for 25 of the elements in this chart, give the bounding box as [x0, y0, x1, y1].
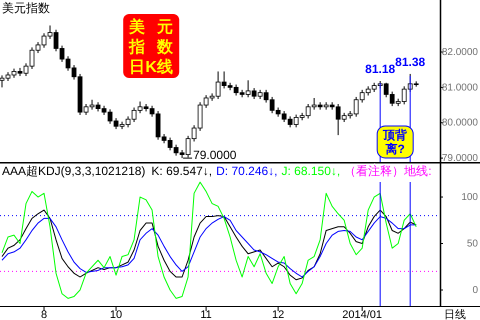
line-series [2, 182, 417, 299]
y-tick-label: 0 [472, 285, 478, 296]
y-tick-label: 81.0000 [442, 82, 478, 94]
annotation: 81.18 [365, 62, 396, 76]
x-tick-label: 8 [40, 309, 48, 320]
chart-title: 美元指数 [2, 1, 50, 15]
annotation: 79.0000 [193, 148, 237, 162]
x-tick-label: 2014/01 [342, 309, 382, 320]
text: K: 69.547↓, [151, 164, 212, 178]
x-tick-label: 10 [110, 309, 122, 320]
y-tick-label: 82.0000 [442, 46, 478, 58]
chart-title: AAA超KDJ(9,3,3,1021218) [2, 164, 146, 178]
y-tick-label: 79.0000 [442, 153, 478, 164]
x-axis-title: 日线 [444, 308, 466, 320]
x-tick-label: 12 [272, 309, 284, 320]
y-tick-label: 100 [461, 192, 478, 204]
y-tick-label: 50 [466, 238, 478, 250]
y-tick-label: 80.0000 [442, 118, 478, 129]
text: D: 70.246↓, [216, 164, 278, 178]
x-tick-label: 11 [200, 309, 212, 320]
series-label: J: 68.150↓, [282, 164, 340, 178]
ref-line-label: （看注释）地线: [344, 164, 432, 178]
annotation: 顶背离? [382, 128, 408, 156]
annotation: 81.38 [395, 54, 426, 69]
annotation: 美元指数日K线 [128, 17, 174, 76]
